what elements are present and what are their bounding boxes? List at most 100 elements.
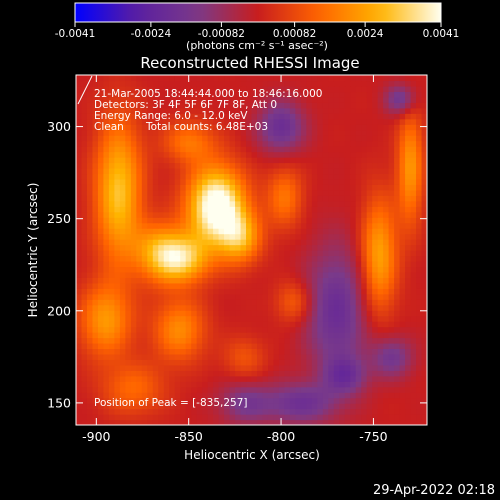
heatmap-cell (361, 419, 368, 425)
heatmap-cell (202, 288, 209, 295)
heatmap-cell (289, 348, 296, 355)
heatmap-cell (169, 75, 176, 82)
heatmap-cell (125, 392, 132, 399)
heatmap-cell (361, 348, 368, 355)
heatmap-cell (97, 271, 105, 278)
heatmap-cell (86, 271, 94, 278)
heatmap-cell (136, 414, 143, 421)
heatmap-cell (174, 414, 181, 421)
heatmap-cell (218, 397, 225, 404)
heatmap-cell (383, 266, 390, 273)
heatmap-cell (103, 266, 110, 273)
heatmap-cell (410, 157, 417, 164)
heatmap-cell (262, 282, 269, 289)
heatmap-cell (103, 353, 110, 360)
heatmap-cell (92, 348, 99, 355)
heatmap-cell (372, 113, 379, 120)
heatmap-cell (366, 102, 373, 109)
heatmap-cell (405, 244, 412, 251)
heatmap-cell (119, 266, 126, 273)
heatmap-cell (191, 397, 198, 404)
heatmap-cell (289, 239, 296, 246)
heatmap-cell (246, 255, 253, 262)
heatmap-cell (399, 124, 406, 131)
heatmap-cell (421, 189, 427, 196)
heatmap-cell (119, 195, 126, 202)
heatmap-cell (158, 195, 165, 202)
heatmap-cell (278, 260, 286, 268)
heatmap-cell (295, 315, 302, 322)
heatmap-cell (383, 403, 390, 410)
heatmap-cell (388, 364, 395, 371)
heatmap-cell (267, 206, 275, 213)
heatmap-cell (202, 178, 209, 185)
heatmap-cell (218, 381, 225, 388)
heatmap-cell (125, 162, 132, 169)
heatmap-cell (152, 129, 159, 136)
heatmap-cell (163, 189, 170, 196)
heatmap-cell (229, 124, 236, 131)
heatmap-cell (114, 260, 121, 268)
heatmap-cell (114, 403, 121, 410)
heatmap-cell (350, 282, 357, 289)
heatmap-cell (317, 386, 324, 393)
heatmap-cell (350, 271, 357, 278)
heatmap-cell (163, 200, 170, 207)
heatmap-cell (289, 173, 296, 180)
heatmap-cell (317, 217, 324, 224)
heatmap-cell (421, 310, 427, 317)
heatmap-cell (416, 408, 423, 415)
heatmap-cell (202, 211, 209, 218)
heatmap-cell (174, 96, 181, 103)
heatmap-cell (366, 414, 373, 421)
heatmap-cell (344, 353, 351, 360)
heatmap-cell (114, 255, 121, 262)
heatmap-cell (284, 386, 291, 393)
heatmap-cell (229, 140, 236, 147)
heatmap-cell (246, 173, 253, 180)
heatmap-cell (344, 124, 351, 131)
heatmap-cell (262, 91, 269, 98)
heatmap-cell (361, 282, 368, 289)
heatmap-cell (76, 140, 83, 147)
heatmap-cell (114, 282, 121, 289)
heatmap-cell (394, 107, 401, 114)
heatmap-cell (350, 244, 357, 251)
heatmap-cell (322, 107, 329, 114)
heatmap-cell (224, 337, 231, 344)
heatmap-cell (97, 250, 105, 257)
heatmap-cell (103, 200, 110, 207)
heatmap-cell (125, 75, 132, 82)
heatmap-cell (97, 91, 105, 98)
heatmap-cell (388, 113, 395, 120)
heatmap-cell (289, 113, 296, 120)
heatmap-cell (416, 288, 423, 295)
heatmap-cell (383, 359, 390, 366)
heatmap-cell (355, 140, 362, 147)
heatmap-cell (141, 200, 148, 207)
heatmap-cell (207, 266, 214, 273)
heatmap-cell (311, 271, 318, 278)
heatmap-cell (410, 189, 417, 196)
heatmap-cell (289, 217, 296, 224)
heatmap-cell (224, 140, 231, 147)
heatmap-cell (125, 102, 132, 109)
heatmap-cell (410, 162, 417, 169)
heatmap-cell (355, 381, 362, 388)
heatmap-cell (284, 91, 291, 98)
heatmap-cell (207, 167, 214, 175)
heatmap-cell (366, 178, 373, 185)
heatmap-cell (240, 326, 247, 333)
heatmap-cell (191, 408, 198, 415)
heatmap-cell (416, 129, 423, 136)
heatmap-cell (180, 392, 187, 399)
heatmap-cell (405, 233, 412, 240)
heatmap-cell (158, 266, 165, 273)
heatmap-cell (394, 102, 401, 109)
heatmap-cell (92, 80, 99, 87)
heatmap-cell (405, 304, 412, 311)
heatmap-cell (388, 370, 395, 377)
heatmap-cell (317, 260, 324, 268)
heatmap-cell (152, 244, 159, 251)
heatmap-cell (361, 364, 368, 371)
